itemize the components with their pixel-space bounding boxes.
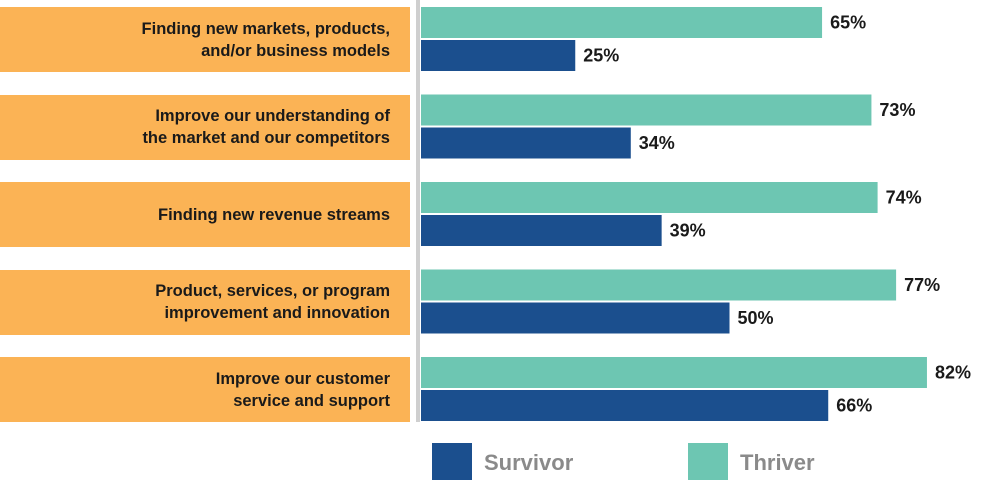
value-label: 82%	[935, 362, 971, 382]
value-label: 66%	[836, 395, 872, 415]
value-label: 34%	[639, 133, 675, 153]
value-label: 65%	[830, 12, 866, 32]
legend-label: Thriver	[740, 450, 815, 475]
category-label: Improve our understanding of the market …	[0, 94, 410, 160]
bar	[421, 94, 872, 126]
bar	[421, 357, 927, 388]
bar	[421, 127, 631, 159]
legend-swatch	[688, 443, 728, 480]
category-label: Finding new revenue streams	[0, 182, 410, 247]
value-label: 73%	[879, 100, 915, 120]
bar	[421, 182, 878, 213]
legend-label: Survivor	[484, 450, 574, 475]
bar	[421, 390, 829, 421]
value-label: 50%	[738, 308, 774, 328]
bar	[421, 7, 823, 38]
value-label: 25%	[583, 45, 619, 65]
legend-swatch	[432, 443, 472, 480]
category-label: Finding new markets, products, and/or bu…	[0, 7, 410, 72]
value-label: 39%	[670, 220, 706, 240]
category-label: Product, services, or program improvemen…	[0, 269, 410, 335]
category-label: Improve our customer service and support	[0, 357, 410, 422]
bar	[421, 40, 576, 71]
bar	[421, 302, 730, 334]
value-label: 74%	[886, 187, 922, 207]
bar	[421, 215, 662, 246]
bar	[421, 269, 897, 301]
value-label: 77%	[904, 275, 940, 295]
